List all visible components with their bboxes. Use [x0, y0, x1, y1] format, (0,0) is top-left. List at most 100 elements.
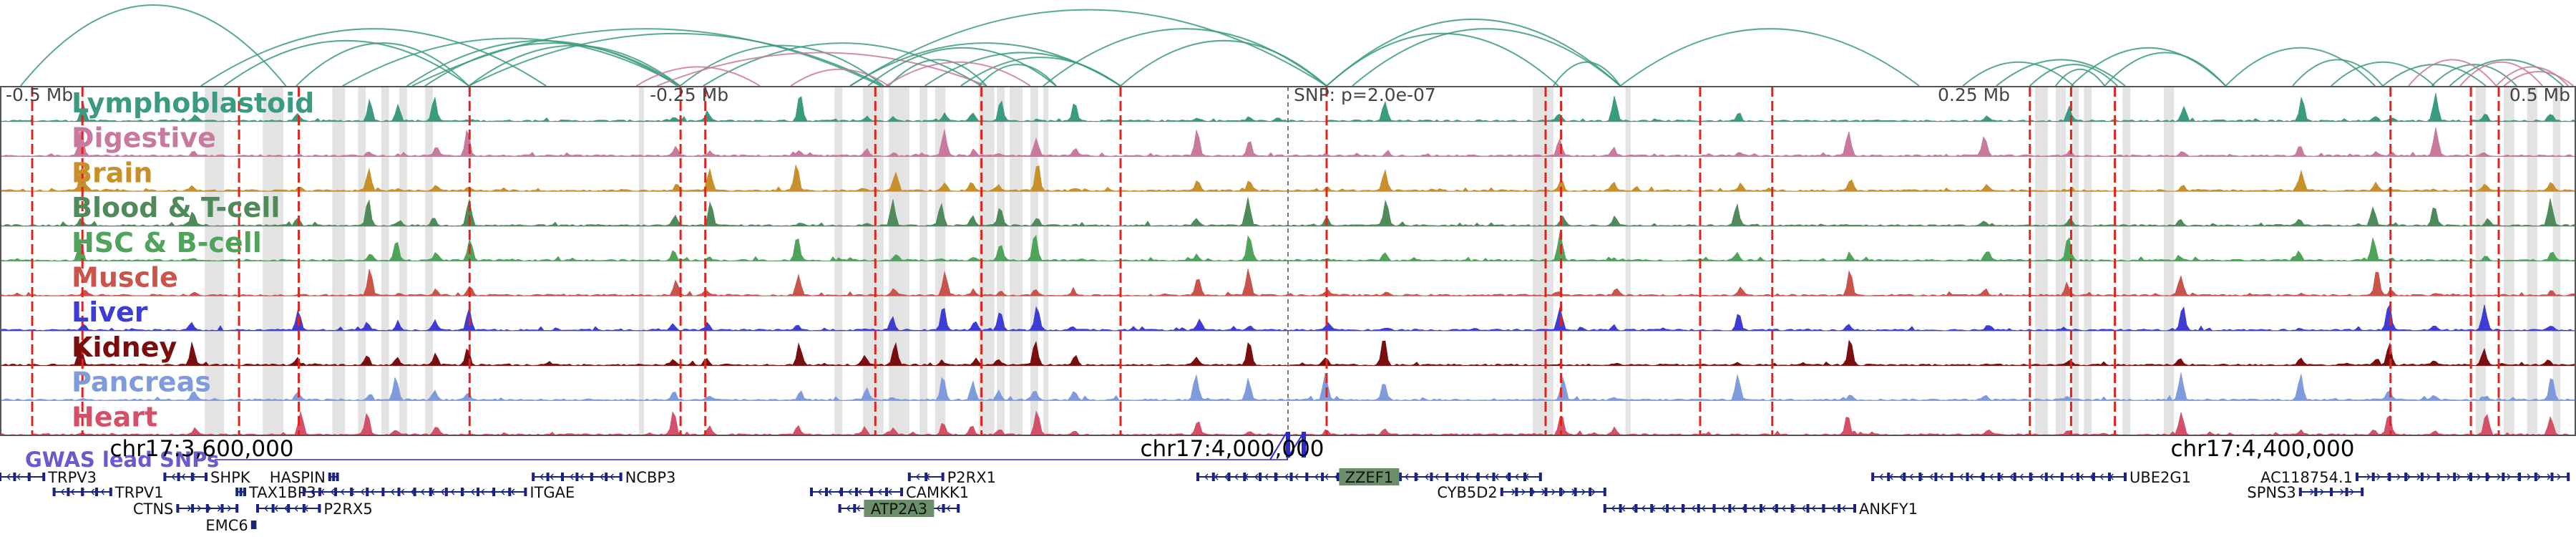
track-3 [0, 197, 2576, 227]
track-5 [0, 268, 2576, 296]
gene-emc6[interactable]: EMC6 [205, 517, 257, 534]
exon [109, 488, 112, 496]
exon [1871, 473, 1875, 481]
gene-p2rx1[interactable]: P2RX1 [907, 469, 996, 486]
strand-arrow [1214, 473, 1219, 480]
strand-arrow [2557, 473, 2561, 480]
strand-arrow [1224, 473, 1229, 480]
signal-profile [0, 304, 2576, 332]
gene-camkk1[interactable]: CAMKK1 [810, 484, 969, 501]
gene-trpv3[interactable]: TRPV3 [0, 469, 97, 486]
exon [2076, 473, 2079, 481]
track-label: Brain [72, 157, 152, 188]
exon [205, 504, 209, 513]
interaction-arc [223, 39, 469, 87]
candidate-lines [31, 87, 2500, 435]
strand-arrow [2386, 473, 2391, 480]
strand-arrow [2416, 473, 2421, 480]
gene-trpv1[interactable]: TRPV1 [52, 484, 164, 501]
gene-ac118754.1[interactable]: AC118754.1 [2260, 469, 2570, 486]
gene-label: NCBP3 [625, 469, 676, 486]
interaction-arc [2459, 61, 2543, 87]
gene-shpk[interactable]: SHPK [163, 469, 251, 486]
strand-arrow [1761, 505, 1766, 512]
interaction-arc [1996, 59, 2126, 87]
strand-arrow [1405, 473, 1409, 480]
interaction-arc [849, 9, 1327, 87]
strand-arrow [171, 473, 175, 480]
track-label: Liver [72, 296, 148, 328]
strand-arrow [90, 488, 95, 495]
coordinate-label: chr17:3,600,000 [109, 436, 293, 462]
interaction-arc [20, 4, 287, 87]
strand-arrow [1415, 473, 1419, 480]
exon [1500, 488, 1503, 496]
strand-arrow [440, 488, 445, 495]
strand-arrow [420, 488, 425, 495]
strand-arrow [217, 505, 222, 512]
exon [1681, 504, 1684, 513]
strand-arrow [1294, 473, 1299, 480]
gene-haspin[interactable]: HASPIN [270, 469, 339, 486]
gene-label: CAMKK1 [906, 484, 969, 501]
exon [2345, 488, 2348, 496]
exon [1838, 504, 1841, 513]
exon [27, 473, 31, 481]
exon [1934, 473, 1938, 481]
exon [318, 504, 321, 513]
gene-label: CTNS [133, 500, 174, 518]
signal-profile [0, 339, 2576, 366]
gene-ncbp3[interactable]: NCBP3 [532, 469, 675, 486]
exon [885, 488, 888, 496]
exon [1697, 504, 1700, 513]
interaction-arc [2331, 61, 2435, 87]
exon [2330, 488, 2333, 496]
axis-tick-label: -0.25 Mb [650, 84, 728, 105]
strand-arrow [500, 488, 505, 495]
gene-ankfy1[interactable]: ANKFY1 [1603, 500, 1918, 518]
exon [1712, 504, 1716, 513]
gene-label: P2RX1 [947, 469, 996, 486]
strand-arrow [2457, 473, 2461, 480]
exon [605, 473, 608, 481]
gene-atp2a3[interactable]: ATP2A3 [838, 500, 960, 518]
gene-spns3[interactable]: SPNS3 [2247, 484, 2364, 501]
strand-arrow [2436, 473, 2441, 480]
exon [336, 473, 339, 481]
strand-arrow [2099, 473, 2104, 480]
strand-arrow [1959, 473, 1963, 480]
strand-arrow [2340, 488, 2344, 495]
track-label: Blood & T-cell [72, 192, 280, 223]
interaction-arc [885, 61, 1031, 87]
strand-arrow [858, 488, 862, 495]
exon [1259, 473, 1262, 481]
strand-arrow [80, 488, 85, 495]
strand-arrow [1495, 473, 1499, 480]
strand-arrow [2089, 473, 2094, 480]
interaction-arc [406, 39, 678, 87]
strand-arrow [540, 473, 544, 480]
exon [2436, 473, 2440, 481]
interaction-arc [2292, 59, 2384, 87]
exon [2298, 488, 2302, 496]
gene-ctns[interactable]: CTNS [133, 500, 239, 518]
gene-itgae[interactable]: ITGAE [302, 484, 575, 501]
interaction-arc [296, 42, 469, 87]
gene-ube2g1[interactable]: UBE2G1 [1871, 469, 2191, 486]
gene-cyb5d2[interactable]: CYB5D2 [1437, 484, 1606, 501]
exon [2371, 473, 2375, 481]
exon [492, 488, 496, 496]
exon [1289, 473, 1293, 481]
strand-arrow [390, 488, 395, 495]
exon [429, 488, 432, 496]
exon [413, 488, 416, 496]
exon [1775, 504, 1778, 513]
gene-zzef1[interactable]: ZZEF1 [1196, 468, 1542, 486]
gene-label: ITGAE [530, 484, 575, 501]
exon [855, 488, 858, 496]
strand-arrow [2467, 473, 2471, 480]
gene-p2rx5[interactable]: P2RX5 [256, 500, 373, 518]
strand-arrow [1591, 488, 1596, 495]
